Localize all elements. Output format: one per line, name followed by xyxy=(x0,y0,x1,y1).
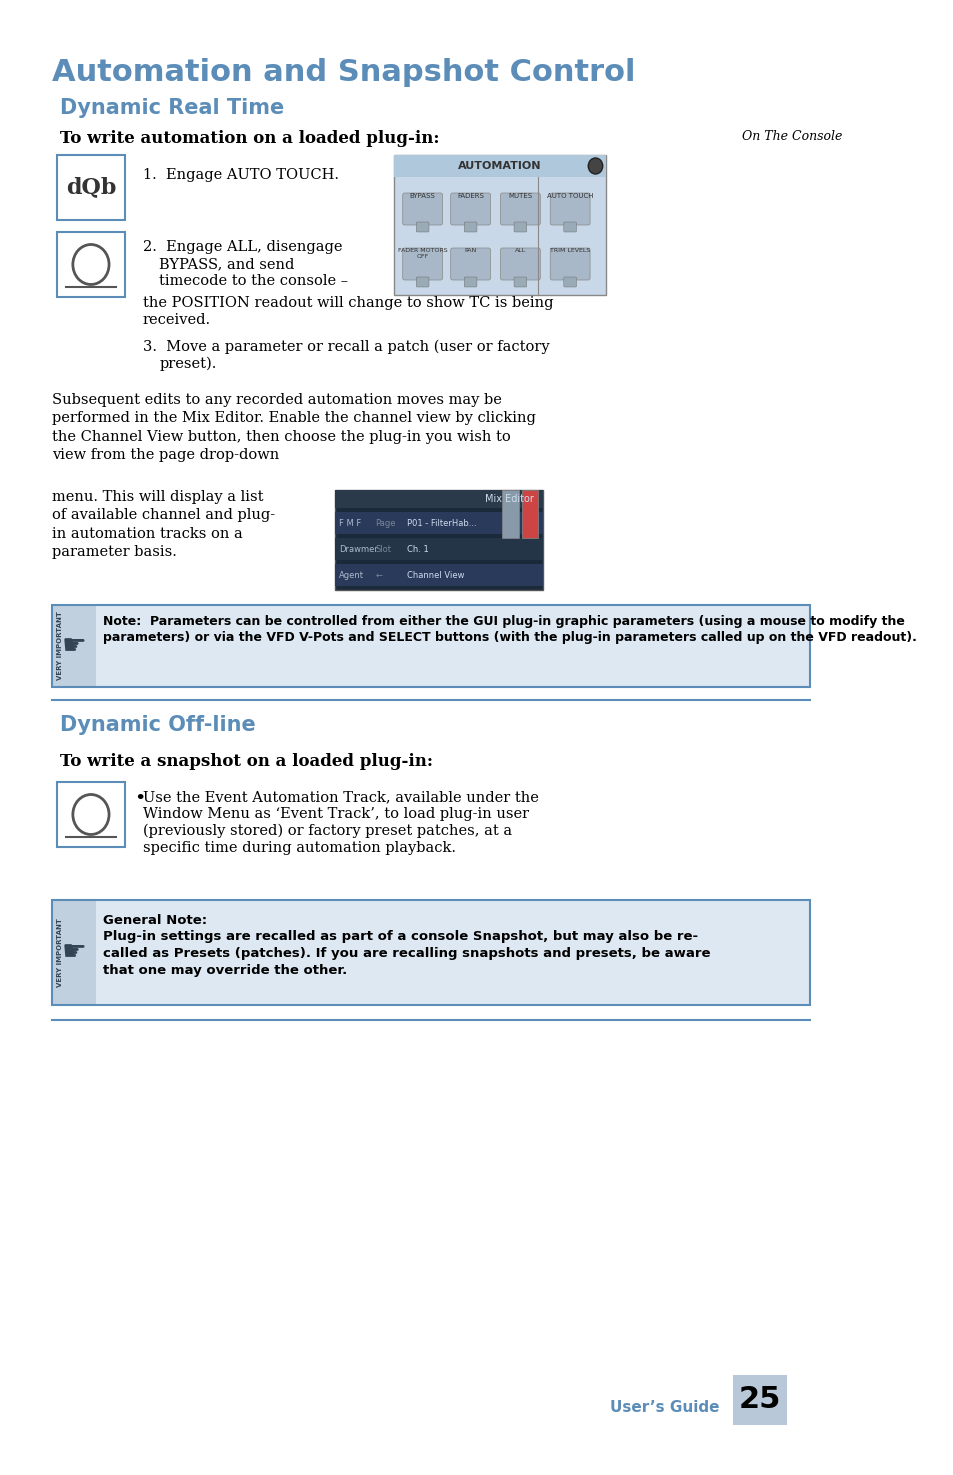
Text: AUTOMATION: AUTOMATION xyxy=(457,161,541,171)
FancyBboxPatch shape xyxy=(550,193,590,226)
FancyBboxPatch shape xyxy=(335,490,542,507)
FancyBboxPatch shape xyxy=(450,248,490,280)
FancyBboxPatch shape xyxy=(416,223,429,232)
FancyBboxPatch shape xyxy=(402,193,442,226)
Text: Dynamic Off-line: Dynamic Off-line xyxy=(60,715,255,735)
Text: (previously stored) or factory preset patches, at a: (previously stored) or factory preset pa… xyxy=(143,825,512,838)
FancyBboxPatch shape xyxy=(450,193,490,226)
FancyBboxPatch shape xyxy=(501,490,518,538)
FancyBboxPatch shape xyxy=(394,155,606,295)
FancyBboxPatch shape xyxy=(57,232,125,296)
Text: ☛: ☛ xyxy=(62,938,87,966)
Text: timecode to the console –: timecode to the console – xyxy=(159,274,348,288)
Text: P01 - FilterHab...: P01 - FilterHab... xyxy=(407,519,476,528)
Text: Plug-in settings are recalled as part of a console Snapshot, but may also be re-: Plug-in settings are recalled as part of… xyxy=(103,931,698,943)
Text: Page: Page xyxy=(375,519,395,528)
Text: preset).: preset). xyxy=(159,357,216,372)
FancyBboxPatch shape xyxy=(514,277,526,288)
Text: Automation and Snapshot Control: Automation and Snapshot Control xyxy=(52,58,636,87)
Text: 1.  Engage AUTO TOUCH.: 1. Engage AUTO TOUCH. xyxy=(143,168,338,181)
Text: General Note:: General Note: xyxy=(103,914,207,926)
Text: 3.  Move a parameter or recall a patch (user or factory: 3. Move a parameter or recall a patch (u… xyxy=(143,341,549,354)
FancyBboxPatch shape xyxy=(563,223,576,232)
Text: Dynamic Real Time: Dynamic Real Time xyxy=(60,97,284,118)
FancyBboxPatch shape xyxy=(521,490,537,538)
FancyBboxPatch shape xyxy=(57,782,125,847)
Text: To write a snapshot on a loaded plug-in:: To write a snapshot on a loaded plug-in: xyxy=(60,754,433,770)
Text: 2.  Engage ALL, disengage: 2. Engage ALL, disengage xyxy=(143,240,342,254)
FancyBboxPatch shape xyxy=(335,512,542,534)
Text: Window Menu as ‘Event Track’, to load plug-in user: Window Menu as ‘Event Track’, to load pl… xyxy=(143,807,529,822)
Text: the POSITION readout will change to show TC is being: the POSITION readout will change to show… xyxy=(143,296,553,310)
Text: VERY IMPORTANT: VERY IMPORTANT xyxy=(56,612,63,680)
Text: 25: 25 xyxy=(739,1385,781,1415)
Text: User’s Guide: User’s Guide xyxy=(609,1400,719,1415)
Text: Slot: Slot xyxy=(375,544,391,553)
FancyBboxPatch shape xyxy=(550,248,590,280)
Text: Mix Editor: Mix Editor xyxy=(484,494,534,504)
Text: On The Console: On The Console xyxy=(741,130,841,143)
Text: Drawmer: Drawmer xyxy=(339,544,377,553)
Text: ALL: ALL xyxy=(515,248,525,254)
Text: AUTO TOUCH: AUTO TOUCH xyxy=(546,193,593,199)
Text: FADERS: FADERS xyxy=(456,193,483,199)
Text: Ch. 1: Ch. 1 xyxy=(407,544,429,553)
FancyBboxPatch shape xyxy=(394,155,606,177)
FancyBboxPatch shape xyxy=(563,277,576,288)
Text: dQb: dQb xyxy=(66,177,116,199)
FancyBboxPatch shape xyxy=(96,900,809,1004)
FancyBboxPatch shape xyxy=(416,277,429,288)
FancyBboxPatch shape xyxy=(335,538,542,560)
FancyBboxPatch shape xyxy=(96,605,809,687)
Text: ←: ← xyxy=(375,571,382,580)
FancyBboxPatch shape xyxy=(500,193,539,226)
Text: received.: received. xyxy=(143,313,211,327)
Text: F M F: F M F xyxy=(339,519,361,528)
Text: called as Presets (patches). If you are recalling snapshots and presets, be awar: called as Presets (patches). If you are … xyxy=(103,947,710,960)
FancyBboxPatch shape xyxy=(464,277,476,288)
Text: BYPASS, and send: BYPASS, and send xyxy=(159,257,294,271)
Text: BYPASS: BYPASS xyxy=(410,193,436,199)
Text: FADER MOTORS
OFF: FADER MOTORS OFF xyxy=(397,248,447,258)
Text: specific time during automation playback.: specific time during automation playback… xyxy=(143,841,456,855)
Text: MUTES: MUTES xyxy=(508,193,532,199)
Text: Channel View: Channel View xyxy=(407,571,464,580)
Text: menu. This will display a list
of available channel and plug-
in automation trac: menu. This will display a list of availa… xyxy=(52,490,275,559)
Text: ☛: ☛ xyxy=(62,631,87,659)
FancyBboxPatch shape xyxy=(335,563,542,586)
FancyBboxPatch shape xyxy=(464,223,476,232)
FancyBboxPatch shape xyxy=(335,490,542,590)
Text: PAN: PAN xyxy=(464,248,476,254)
Text: Use the Event Automation Track, available under the: Use the Event Automation Track, availabl… xyxy=(143,791,538,804)
FancyBboxPatch shape xyxy=(500,248,539,280)
FancyBboxPatch shape xyxy=(514,223,526,232)
Text: Subsequent edits to any recorded automation moves may be
performed in the Mix Ed: Subsequent edits to any recorded automat… xyxy=(52,392,536,462)
Circle shape xyxy=(588,158,602,174)
FancyBboxPatch shape xyxy=(52,605,96,687)
Text: To write automation on a loaded plug-in:: To write automation on a loaded plug-in: xyxy=(60,130,438,148)
Text: TRIM LEVELS: TRIM LEVELS xyxy=(550,248,590,254)
Text: Note:  Parameters can be controlled from either the GUI plug-in graphic paramete: Note: Parameters can be controlled from … xyxy=(103,615,916,645)
Text: VERY IMPORTANT: VERY IMPORTANT xyxy=(56,917,63,987)
Text: Agent: Agent xyxy=(339,571,364,580)
FancyBboxPatch shape xyxy=(732,1375,786,1425)
FancyBboxPatch shape xyxy=(52,900,96,1004)
Text: •: • xyxy=(133,791,145,808)
FancyBboxPatch shape xyxy=(402,248,442,280)
FancyBboxPatch shape xyxy=(57,155,125,220)
Text: that one may override the other.: that one may override the other. xyxy=(103,965,347,976)
